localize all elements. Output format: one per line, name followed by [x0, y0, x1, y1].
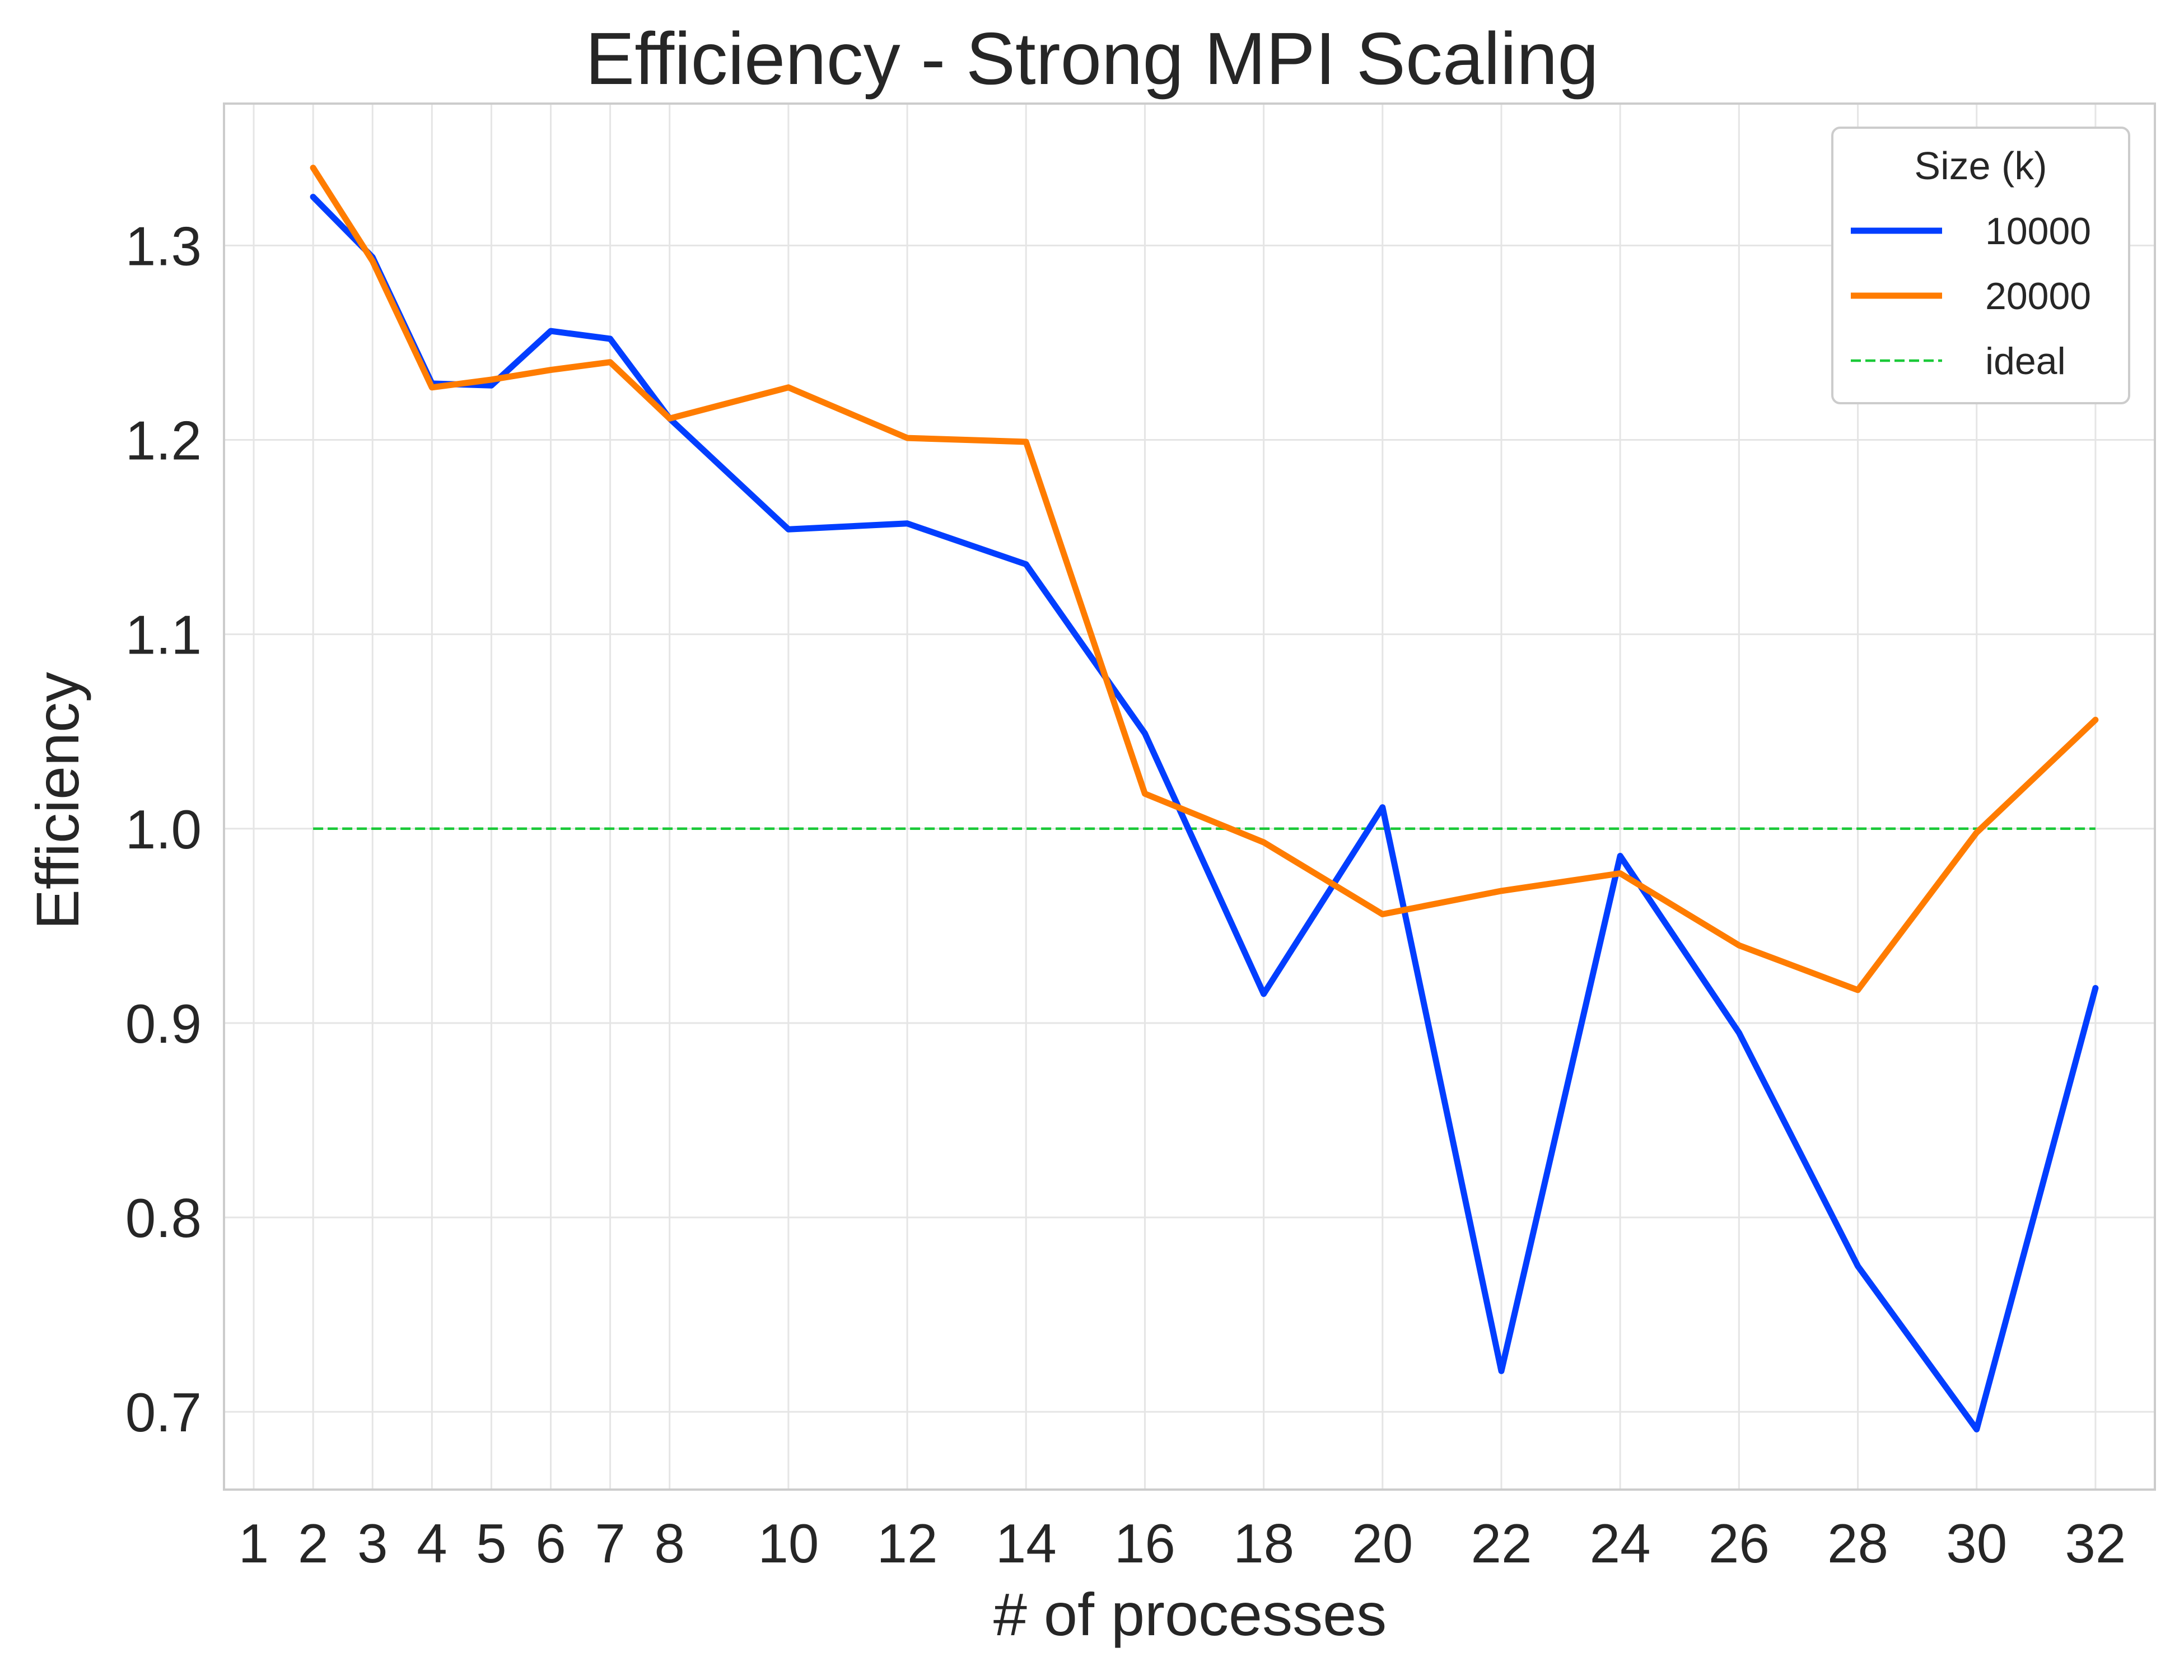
x-tick-label: 22 [1471, 1513, 1532, 1574]
legend-entries: 10000 20000 ideal [1851, 210, 2091, 382]
x-tick-label: 12 [877, 1513, 938, 1574]
y-tick-label: 1.2 [125, 410, 202, 472]
x-tick-label: 26 [1709, 1513, 1770, 1574]
x-axis-label: # of processes [993, 1580, 1387, 1648]
legend: Size (k) 10000 20000 ideal [1831, 127, 2130, 404]
x-tick-label: 1 [239, 1513, 269, 1574]
x-tick-label: 10 [758, 1513, 819, 1574]
legend-box [1831, 127, 2130, 404]
series-lines [310, 165, 2099, 1432]
y-tick-label: 0.7 [125, 1382, 202, 1443]
y-tick-label: 1.3 [125, 215, 202, 277]
series-line-10000 [310, 194, 2099, 1432]
series-line-20000 [310, 165, 2099, 993]
legend-title: Size (k) [1914, 144, 2047, 188]
y-tick-labels: 0.7 0.8 0.9 1.0 1.1 1.2 1.3 [125, 215, 202, 1443]
grid [224, 104, 2155, 1490]
chart-title: Efficiency - Strong MPI Scaling [585, 17, 1599, 100]
y-tick-label: 1.0 [125, 799, 202, 860]
x-tick-label: 30 [1946, 1513, 2007, 1574]
x-tick-label: 7 [595, 1513, 626, 1574]
x-tick-label: 5 [476, 1513, 507, 1574]
legend-label-20000: 20000 [1985, 275, 2091, 318]
x-tick-label: 32 [2065, 1513, 2126, 1574]
x-tick-label: 3 [357, 1513, 388, 1574]
x-tick-label: 4 [417, 1513, 447, 1574]
plot-area-frame [223, 102, 2156, 1491]
x-tick-label: 20 [1352, 1513, 1413, 1574]
y-axis-label: Efficiency [24, 672, 91, 930]
x-tick-labels: 1 2 3 4 5 6 7 8 10 12 14 16 18 20 22 24 26 28 30 32 [239, 1513, 2126, 1574]
x-tick-label: 18 [1233, 1513, 1294, 1574]
y-tick-label: 0.9 [125, 993, 202, 1054]
x-tick-label: 2 [298, 1513, 329, 1574]
x-tick-label: 16 [1114, 1513, 1175, 1574]
legend-label-10000: 10000 [1985, 210, 2091, 253]
x-tick-label: 6 [535, 1513, 566, 1574]
x-tick-label: 14 [996, 1513, 1057, 1574]
y-tick-label: 1.1 [125, 604, 202, 666]
y-tick-label: 0.8 [125, 1187, 202, 1249]
x-tick-label: 8 [654, 1513, 685, 1574]
x-tick-label: 24 [1590, 1513, 1651, 1574]
x-tick-label: 28 [1827, 1513, 1888, 1574]
legend-label-ideal: ideal [1985, 340, 2066, 382]
